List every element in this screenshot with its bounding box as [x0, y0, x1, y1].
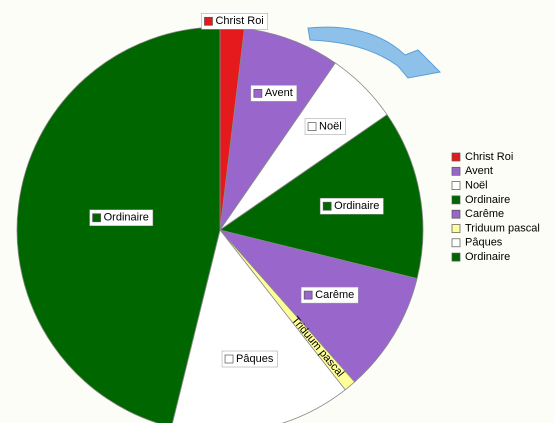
legend: Christ Roi Avent Noël Ordinaire Carême Triduu… — [451, 151, 540, 263]
slice-label: Ordinaire — [89, 209, 154, 227]
slice-label-text: Christ Roi — [215, 15, 263, 27]
label-swatch — [204, 16, 213, 26]
label-box — [89, 209, 154, 227]
slice-label-text: Carême — [315, 289, 354, 301]
pie-slice — [219, 114, 424, 280]
legend-label: Carême — [465, 208, 504, 220]
slice-label-text: Ordinaire — [104, 212, 149, 224]
legend-label: Ordinaire — [465, 251, 510, 263]
legend-swatch — [451, 166, 461, 176]
slice-label: Christ Roi — [201, 13, 269, 30]
pie-slice — [172, 229, 346, 423]
legend-swatch — [451, 152, 461, 162]
slice-label: Carême — [300, 286, 359, 304]
legend-swatch — [451, 224, 461, 233]
label-box — [201, 13, 269, 30]
legend-swatch — [451, 252, 461, 262]
label-swatch — [224, 354, 234, 364]
legend-swatch — [451, 181, 461, 190]
label-box — [319, 197, 384, 215]
legend-label: Avent — [465, 165, 493, 177]
label-box — [300, 286, 359, 304]
pie-slice — [218, 229, 418, 383]
legend-label: Ordinaire — [465, 194, 510, 206]
legend-label: Pâques — [465, 237, 503, 249]
legend-label: Triduum pascal — [465, 222, 540, 234]
legend-label: Noël — [465, 180, 488, 192]
slice-label-text: Ordinaire — [334, 200, 379, 212]
label-swatch — [253, 88, 263, 98]
slice-label: Ordinaire — [319, 197, 384, 215]
legend-label: Christ Roi — [465, 151, 513, 163]
slice-label-text: Avent — [265, 87, 293, 99]
legend-swatch — [451, 195, 461, 205]
label-box — [221, 350, 278, 368]
label-swatch — [92, 213, 101, 223]
label-box — [250, 85, 298, 102]
slice-label-text: Noël — [319, 121, 342, 133]
legend-swatch — [451, 238, 461, 248]
legend-swatch — [451, 209, 461, 219]
label-swatch — [307, 122, 317, 131]
label-swatch — [303, 290, 313, 300]
label-swatch — [322, 201, 332, 211]
slice-label: Noël — [304, 118, 346, 135]
slice-label: Pâques — [221, 350, 278, 368]
slice-label: Avent — [250, 85, 298, 102]
decor-arrow — [307, 26, 442, 79]
slice-label-text: Pâques — [236, 353, 274, 365]
